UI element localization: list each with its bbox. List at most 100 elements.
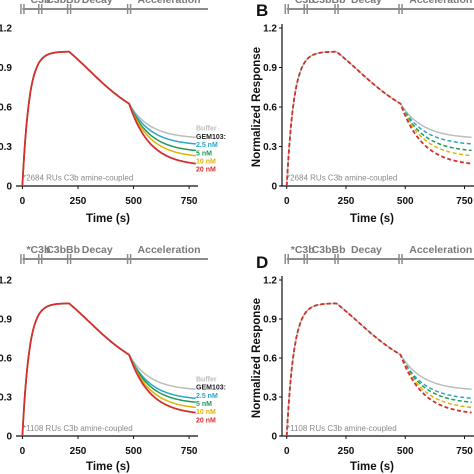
annotation-note: *2684 RUs C3b amine-coupled: [287, 174, 397, 183]
legend-entry: GEM103:: [196, 134, 226, 141]
y-tick-label: 0.3: [263, 393, 277, 404]
series-line-buffer: [21, 302, 196, 437]
x-tick-label: 250: [70, 196, 87, 207]
x-tick-label: 250: [338, 196, 355, 207]
phase-label: Acceleration: [138, 244, 201, 256]
series-line-20-nm: [21, 50, 196, 187]
phase-label: Acceleration: [138, 0, 201, 6]
phase-label: C3bBb: [312, 244, 346, 256]
series-line-5-nm: [21, 50, 196, 187]
x-tick-label: 500: [125, 446, 142, 457]
y-tick-label: 0.9: [0, 63, 12, 74]
series-line-20-nm: [285, 302, 472, 437]
phase-label: *C3b: [291, 0, 315, 6]
panel-letter: D: [256, 253, 268, 272]
legend-entry: 5 nM: [196, 401, 212, 408]
y-tick-label: 0: [6, 432, 12, 443]
phase-label: *C3b: [26, 244, 50, 256]
y-tick-label: 0.6: [263, 103, 277, 114]
series-line-buffer: [285, 302, 472, 437]
x-axis-label: Time (s): [86, 213, 130, 225]
legend-entry: 10 nM: [196, 159, 216, 166]
series-line-20-nm: [21, 302, 196, 437]
y-tick-label: 0: [6, 182, 12, 193]
series-line-2-5-nm: [285, 50, 472, 187]
series-line-2-5-nm: [285, 302, 472, 437]
y-tick-label: 1.2: [263, 24, 277, 35]
legend-entry: 5 nM: [196, 150, 212, 157]
series-line-10-nm: [285, 302, 472, 437]
x-tick-label: 0: [284, 446, 290, 457]
phase-label: *C3b: [291, 244, 315, 256]
phase-label: Decay: [82, 0, 113, 6]
x-tick-label: 0: [20, 196, 26, 207]
y-tick-label: 0.3: [0, 393, 12, 404]
y-tick-label: 0.9: [263, 63, 277, 74]
x-tick-label: 500: [397, 446, 414, 457]
series-line-5-nm: [285, 50, 472, 187]
annotation-note: *1108 RUs C3b amine-coupled: [287, 424, 397, 433]
y-tick-label: 0.6: [0, 354, 12, 365]
series-line-buffer: [285, 50, 472, 187]
annotation-note: *1108 RUs C3b amine-coupled: [23, 424, 133, 433]
phase-label: Acceleration: [409, 0, 472, 6]
y-tick-label: 0.9: [263, 315, 277, 326]
panel-letter: B: [256, 1, 268, 20]
legend-entry: GEM103:: [196, 385, 226, 392]
phase-label: C3bBb: [46, 0, 80, 6]
x-tick-label: 0: [284, 196, 290, 207]
phase-label: *C3b: [26, 0, 50, 6]
x-tick-label: 0: [20, 446, 26, 457]
x-tick-label: 750: [456, 446, 473, 457]
series-line-10-nm: [21, 302, 196, 437]
y-tick-label: 0.3: [0, 142, 12, 153]
x-tick-label: 250: [70, 446, 87, 457]
series-line-10-nm: [21, 50, 196, 187]
series-line-20-nm: [285, 50, 472, 187]
y-axis-label: Normalized Response: [251, 47, 263, 167]
series-line-10-nm: [285, 50, 472, 187]
y-tick-label: 0.6: [0, 103, 12, 114]
y-tick-label: 0.6: [263, 354, 277, 365]
y-tick-label: 0: [271, 182, 277, 193]
y-tick-label: 0.9: [0, 315, 12, 326]
y-tick-label: 0.3: [263, 142, 277, 153]
series-line-5-nm: [285, 302, 472, 437]
y-tick-label: 1.2: [0, 276, 12, 287]
legend-entry: 2.5 nM: [196, 393, 218, 400]
phase-label: C3bBb: [46, 244, 80, 256]
y-tick-label: 1.2: [263, 276, 277, 287]
phase-label: C3bBb: [312, 0, 346, 6]
x-tick-label: 750: [181, 196, 198, 207]
x-axis-label: Time (s): [350, 213, 394, 225]
phase-label: Decay: [351, 0, 382, 6]
legend-entry: Buffer: [196, 126, 217, 133]
legend-entry: 20 nM: [196, 167, 216, 174]
x-axis-label: Time (s): [350, 461, 394, 473]
x-tick-label: 500: [397, 196, 414, 207]
x-tick-label: 750: [181, 446, 198, 457]
y-axis-label: Normalized Response: [251, 298, 263, 418]
legend-entry: 20 nM: [196, 417, 216, 424]
x-axis-label: Time (s): [86, 461, 130, 473]
x-tick-label: 500: [125, 196, 142, 207]
x-tick-label: 250: [338, 446, 355, 457]
series-line-2-5-nm: [21, 302, 196, 437]
y-tick-label: 0: [271, 432, 277, 443]
series-line-buffer: [21, 50, 196, 187]
x-tick-label: 750: [456, 196, 473, 207]
phase-label: Acceleration: [409, 244, 472, 256]
phase-label: Decay: [82, 244, 113, 256]
legend-entry: Buffer: [196, 376, 217, 383]
series-line-2-5-nm: [21, 50, 196, 187]
annotation-note: *2684 RUs C3b amine-coupled: [23, 174, 133, 183]
y-tick-label: 1.2: [0, 24, 12, 35]
legend-entry: 2.5 nM: [196, 142, 218, 149]
phase-label: Decay: [351, 244, 382, 256]
series-line-5-nm: [21, 302, 196, 437]
